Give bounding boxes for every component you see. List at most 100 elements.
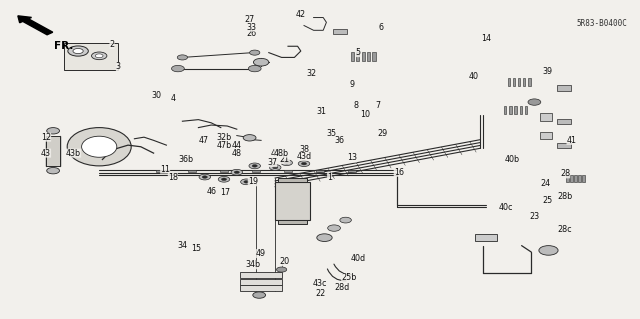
Text: 2: 2 [109, 40, 115, 49]
Bar [220, 170, 228, 172]
Circle shape [68, 46, 88, 56]
Circle shape [172, 65, 184, 72]
Text: 7: 7 [375, 101, 380, 110]
Circle shape [92, 52, 107, 60]
Text: 40: 40 [468, 72, 479, 81]
Text: 14: 14 [481, 34, 492, 43]
Text: 21: 21 [280, 155, 290, 164]
Text: 42: 42 [296, 10, 306, 19]
Bar [356, 52, 360, 61]
Text: 28b: 28b [557, 192, 573, 201]
FancyArrow shape [18, 16, 52, 35]
Circle shape [199, 174, 211, 180]
Circle shape [221, 178, 227, 181]
Circle shape [269, 165, 281, 170]
Text: 38: 38 [299, 145, 309, 154]
Circle shape [248, 65, 261, 72]
Circle shape [250, 50, 260, 55]
Text: 11: 11 [160, 165, 170, 174]
Bar [570, 175, 573, 182]
Text: 4: 4 [170, 94, 175, 103]
Text: 48: 48 [232, 149, 242, 158]
Text: 48b: 48b [274, 149, 289, 158]
Bar [275, 182, 310, 220]
Text: 40b: 40b [504, 155, 520, 164]
Bar [540, 132, 552, 139]
Bar [557, 119, 571, 124]
Bar [515, 106, 517, 114]
Text: 32b: 32b [216, 133, 232, 142]
Bar [579, 175, 581, 182]
Circle shape [528, 99, 541, 105]
Circle shape [273, 166, 278, 169]
Text: 41: 41 [566, 136, 577, 145]
Circle shape [253, 292, 266, 298]
Text: 23: 23 [529, 212, 540, 221]
Bar [523, 78, 525, 86]
Text: 25: 25 [542, 197, 552, 205]
Text: 25b: 25b [341, 273, 356, 282]
Bar [362, 52, 365, 61]
Text: 46: 46 [206, 187, 216, 196]
Text: 29: 29 [377, 130, 387, 138]
Text: 9: 9 [349, 80, 355, 89]
Text: 19: 19 [248, 177, 258, 186]
Text: 20: 20 [280, 257, 290, 266]
Circle shape [284, 161, 289, 164]
Text: 10: 10 [360, 110, 370, 119]
Ellipse shape [67, 128, 131, 166]
Bar [351, 52, 354, 61]
Circle shape [539, 246, 558, 255]
Circle shape [47, 128, 60, 134]
Text: 16: 16 [394, 168, 404, 177]
Text: 34b: 34b [245, 260, 260, 269]
Bar [575, 175, 577, 182]
Bar [509, 106, 511, 114]
Bar [566, 175, 569, 182]
Text: 28: 28 [560, 169, 570, 178]
Circle shape [95, 54, 103, 58]
Text: 40d: 40d [351, 254, 366, 263]
Text: 43c: 43c [313, 279, 327, 288]
Text: 1: 1 [327, 173, 332, 182]
Text: 34: 34 [177, 241, 188, 250]
Bar [528, 78, 531, 86]
Text: 28c: 28c [558, 225, 572, 234]
Text: 43b: 43b [66, 149, 81, 158]
Text: 8: 8 [353, 101, 358, 110]
Bar [372, 52, 376, 61]
Text: 47: 47 [198, 136, 209, 145]
Bar [333, 29, 347, 34]
Text: 35: 35 [326, 130, 337, 138]
Bar [367, 52, 370, 61]
Text: 43d: 43d [296, 152, 312, 161]
Text: 36: 36 [334, 136, 344, 145]
Bar [278, 220, 307, 224]
Text: 13: 13 [347, 153, 357, 162]
Circle shape [202, 176, 207, 178]
Circle shape [73, 48, 83, 54]
Text: 47b: 47b [216, 141, 232, 150]
Text: 44: 44 [232, 141, 242, 150]
Circle shape [231, 169, 243, 175]
Text: 36b: 36b [178, 155, 193, 164]
Circle shape [253, 58, 269, 66]
Circle shape [340, 217, 351, 223]
Bar [188, 170, 196, 172]
Circle shape [241, 179, 252, 185]
Circle shape [252, 165, 257, 167]
Text: 39: 39 [542, 67, 552, 76]
Bar [252, 170, 260, 172]
Text: 12: 12 [41, 133, 51, 142]
Bar [475, 234, 497, 241]
Text: 49: 49 [256, 249, 266, 258]
Text: 31: 31 [316, 107, 326, 116]
Text: 30: 30 [152, 91, 162, 100]
Text: 27: 27 [244, 15, 255, 24]
Bar [557, 143, 571, 148]
Text: 5R83-B0400C: 5R83-B0400C [577, 19, 627, 28]
Circle shape [243, 135, 256, 141]
Text: 32: 32 [306, 69, 316, 78]
Bar [508, 78, 510, 86]
Text: 24: 24 [541, 179, 551, 188]
